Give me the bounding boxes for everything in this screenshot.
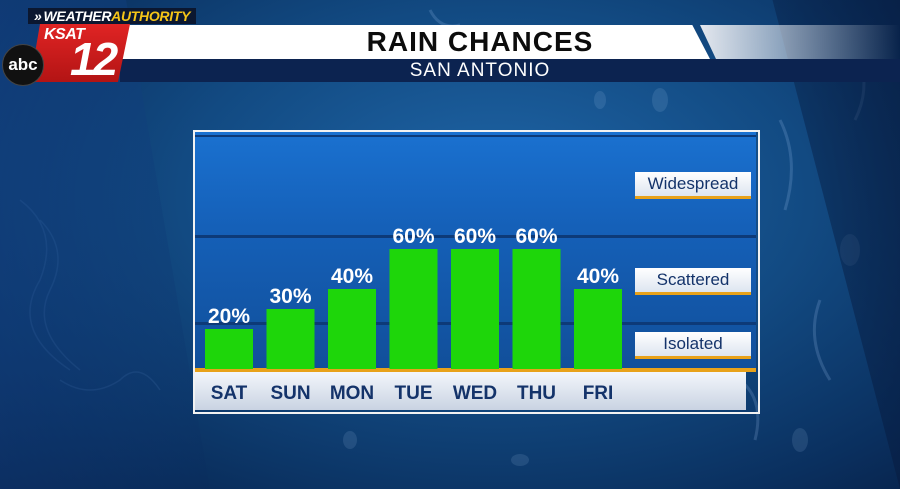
data-label: 30% <box>269 285 311 308</box>
bar-fri <box>574 289 622 369</box>
data-label: 40% <box>577 265 619 288</box>
bar-tue <box>389 249 438 369</box>
level-isolated: Isolated <box>635 332 751 359</box>
station-logo <box>30 24 130 82</box>
weather-authority-banner: » WEATHERAUTHORITY <box>28 8 197 24</box>
day-label: FRI <box>583 383 614 404</box>
data-label: 60% <box>454 225 496 248</box>
bar-sat <box>205 329 253 369</box>
day-label: MON <box>330 383 374 404</box>
bar-thu <box>512 249 561 369</box>
authority-accent: AUTHORITY <box>111 8 191 24</box>
subtitle-band <box>120 59 900 82</box>
data-label: 60% <box>392 225 434 248</box>
level-scattered: Scattered <box>635 268 751 295</box>
chart-frame <box>193 130 760 414</box>
grid-line <box>195 235 756 238</box>
page-title: RAIN CHANCES <box>366 26 594 57</box>
day-label: SUN <box>270 383 310 404</box>
day-label: TUE <box>395 383 433 404</box>
chart-baseline <box>195 368 756 372</box>
authority-prefix: WEATHER <box>43 8 112 24</box>
data-label: 20% <box>208 305 250 328</box>
station-channel: 12 <box>70 33 118 85</box>
bar-mon <box>328 289 376 369</box>
bar-wed <box>451 249 499 369</box>
day-label: SAT <box>211 383 248 404</box>
grid-line <box>195 135 756 137</box>
level-widespread: Widespread <box>635 172 751 199</box>
data-label: 60% <box>515 225 557 248</box>
day-label: WED <box>453 383 497 404</box>
day-label-strip <box>195 372 746 410</box>
data-label: 40% <box>331 265 373 288</box>
bar-sun <box>266 309 315 369</box>
day-label: THU <box>517 383 556 404</box>
double-chevron-icon: » <box>34 8 42 24</box>
title-band-tail <box>700 25 900 59</box>
page-subtitle: SAN ANTONIO <box>409 60 551 81</box>
title-band <box>120 25 710 59</box>
station-call-letters: KSAT <box>44 26 85 43</box>
abc-logo: abc <box>2 44 44 86</box>
